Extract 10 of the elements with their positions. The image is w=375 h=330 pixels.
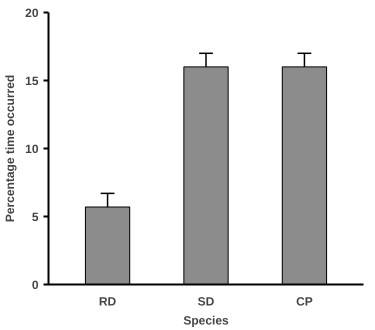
y-tick-label: 0 xyxy=(32,278,39,292)
y-tick-label: 5 xyxy=(32,210,39,224)
x-tick-label: CP xyxy=(296,294,313,308)
x-axis-title: Species xyxy=(183,314,230,328)
x-tick-label: SD xyxy=(198,294,215,308)
y-tick-label: 10 xyxy=(25,142,39,156)
y-axis-title: Percentage time occurred xyxy=(3,74,18,222)
x-tick-label: RD xyxy=(98,294,117,308)
y-tick-label: 20 xyxy=(25,6,39,20)
y-tick-label: 15 xyxy=(25,74,39,88)
